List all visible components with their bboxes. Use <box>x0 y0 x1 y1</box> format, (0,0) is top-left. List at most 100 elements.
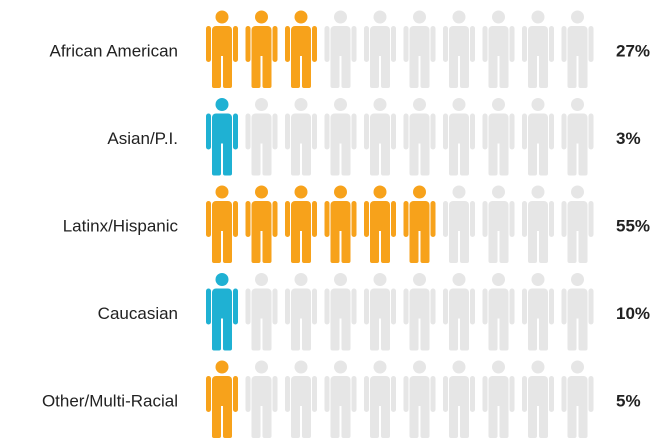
icon-leg <box>291 137 300 176</box>
person-icon <box>403 273 436 351</box>
icon-arm <box>403 26 409 62</box>
icon-arm <box>482 376 488 412</box>
icon-head <box>452 273 466 286</box>
icon-arm <box>482 26 488 62</box>
icon-arm <box>364 376 369 412</box>
icon-leg <box>251 400 261 438</box>
icon-torso <box>370 113 390 144</box>
person-icon <box>482 360 515 438</box>
icon-leg <box>539 400 548 438</box>
icon-head <box>294 10 308 24</box>
icon-arm <box>285 26 290 62</box>
icon-arm <box>324 288 330 325</box>
icon-leg <box>539 225 548 263</box>
icon-arm <box>233 201 238 237</box>
icon-leg <box>460 400 469 438</box>
icon-leg <box>578 400 588 438</box>
icon-leg <box>223 137 232 176</box>
person-icon <box>285 185 317 263</box>
icon-arm <box>233 288 238 325</box>
icon-torso <box>291 113 311 144</box>
person-icon <box>364 360 396 438</box>
icon-head <box>452 98 466 111</box>
icon-arm <box>443 376 448 412</box>
icon-leg <box>212 225 221 263</box>
icon-arm <box>522 113 527 150</box>
value-label: 55% <box>616 216 650 235</box>
icon-leg <box>302 312 311 351</box>
value-label: 5% <box>616 391 641 410</box>
icon-leg <box>251 312 261 351</box>
icon-leg <box>539 50 548 88</box>
icon-head <box>413 10 426 24</box>
icon-leg <box>528 225 537 263</box>
icon-torso <box>291 26 311 56</box>
icon-arm <box>549 376 554 412</box>
category-label: African American <box>50 41 179 60</box>
icon-leg <box>251 225 261 263</box>
person-icon <box>482 98 515 176</box>
person-icon <box>364 10 396 88</box>
icon-arm <box>430 26 436 62</box>
icon-arm <box>403 201 409 237</box>
person-icon <box>206 10 238 88</box>
icon-leg <box>370 137 379 176</box>
icon-torso <box>409 26 430 56</box>
icon-torso <box>567 376 588 406</box>
icon-arm <box>285 288 290 325</box>
icon-torso <box>370 26 390 56</box>
icon-torso <box>212 26 232 56</box>
person-icon <box>561 273 594 351</box>
icon-head <box>452 10 466 24</box>
icon-leg <box>381 50 390 88</box>
icon-arm <box>522 26 527 62</box>
icon-row <box>206 10 594 88</box>
icon-leg <box>460 50 469 88</box>
icon-arm <box>509 26 515 62</box>
icon-leg <box>251 50 261 88</box>
icon-arm <box>206 376 211 412</box>
icon-torso <box>449 26 469 56</box>
icon-arm <box>482 288 488 325</box>
icon-leg <box>449 400 458 438</box>
icon-arm <box>561 26 567 62</box>
icon-leg <box>499 312 509 351</box>
person-icon <box>206 360 238 438</box>
icon-torso <box>330 26 351 56</box>
person-icon <box>206 185 238 263</box>
icon-leg <box>488 312 498 351</box>
icon-arm <box>391 201 396 237</box>
icon-arm <box>430 376 436 412</box>
icon-arm <box>522 288 527 325</box>
icon-head <box>571 273 584 286</box>
icon-arm <box>403 288 409 325</box>
icon-head <box>492 185 505 199</box>
icon-arm <box>364 26 369 62</box>
icon-arm <box>272 113 278 150</box>
icon-leg <box>212 137 221 176</box>
person-icon <box>285 273 317 351</box>
icon-arm <box>403 113 409 150</box>
person-icon <box>364 273 396 351</box>
icon-arm <box>312 376 317 412</box>
icon-torso <box>251 376 272 406</box>
icon-leg <box>302 400 311 438</box>
icon-arm <box>588 26 594 62</box>
icon-arm <box>443 113 448 150</box>
icon-leg <box>330 50 340 88</box>
icon-head <box>334 273 347 286</box>
icon-arm <box>391 376 396 412</box>
icon-head <box>413 360 426 374</box>
icon-arm <box>549 201 554 237</box>
icon-arm <box>391 26 396 62</box>
person-icon <box>324 273 357 351</box>
icon-head <box>492 98 505 111</box>
icon-arm <box>245 288 251 325</box>
icon-leg <box>449 225 458 263</box>
icon-head <box>255 98 268 111</box>
person-icon <box>324 360 357 438</box>
icon-leg <box>528 50 537 88</box>
icon-leg <box>212 312 221 351</box>
icon-arm <box>509 288 515 325</box>
